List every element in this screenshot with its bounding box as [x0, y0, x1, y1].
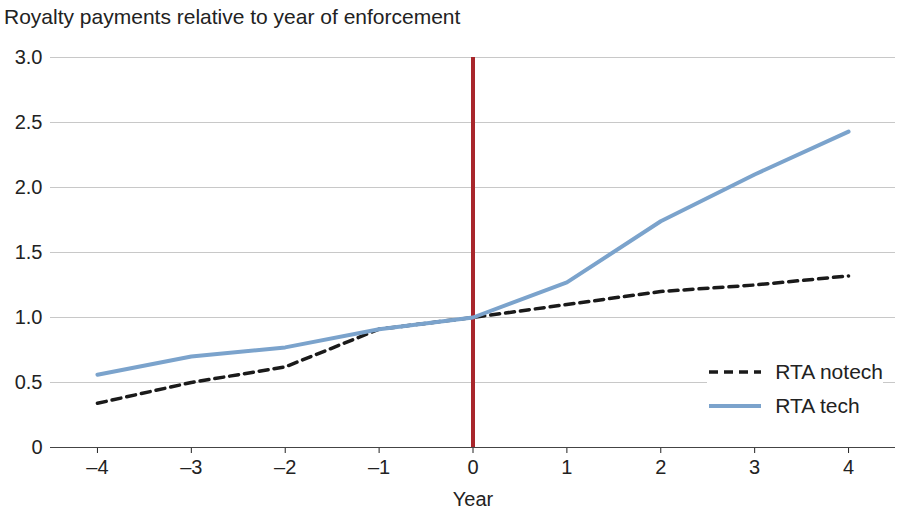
html-text:RTA tech: RTA tech [775, 394, 860, 417]
svg-text:1: 1 [561, 456, 572, 478]
html-text:RTA notech: RTA notech [775, 360, 883, 383]
svg-text:4: 4 [843, 456, 854, 478]
svg-text:1.0: 1.0 [15, 306, 43, 328]
svg-text:–3: –3 [180, 456, 202, 478]
svg-text:2.5: 2.5 [15, 111, 43, 133]
svg-text:2: 2 [655, 456, 666, 478]
svg-text:–1: –1 [368, 456, 390, 478]
svg-text:3.0: 3.0 [15, 46, 43, 68]
svg-text:1.5: 1.5 [15, 241, 43, 263]
svg-text:–2: –2 [274, 456, 296, 478]
html-text:Royalty payments relative to y: Royalty payments relative to year of enf… [4, 5, 461, 28]
svg-text:–4: –4 [86, 456, 108, 478]
svg-text:Year: Year [453, 488, 494, 510]
svg-text:0.5: 0.5 [15, 371, 43, 393]
svg-text:3: 3 [749, 456, 760, 478]
svg-text:0: 0 [467, 456, 478, 478]
svg-text:2.0: 2.0 [15, 176, 43, 198]
svg-text:0: 0 [31, 436, 42, 458]
